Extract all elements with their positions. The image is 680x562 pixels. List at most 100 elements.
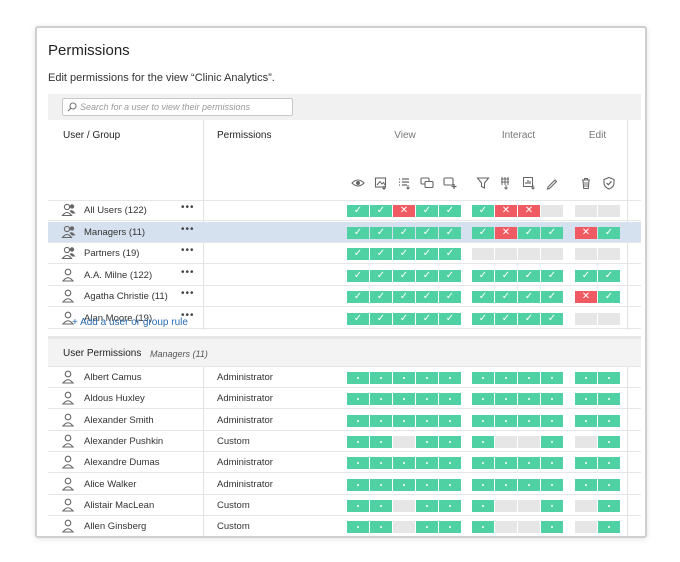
permission-cell-edit[interactable] [575, 478, 597, 491]
permission-cell-view[interactable] [347, 393, 369, 406]
permission-cell-view[interactable] [439, 478, 461, 491]
permission-cell-edit[interactable] [598, 521, 620, 534]
more-options-icon[interactable]: ••• [181, 202, 195, 213]
permission-cell-edit[interactable]: ✕ [575, 226, 597, 239]
user-permission-row[interactable]: Albert Camus Administrator [48, 367, 641, 388]
permission-cell-interact[interactable] [518, 499, 540, 512]
permission-cell-view[interactable]: ✓ [347, 205, 369, 217]
permission-cell-interact[interactable] [495, 478, 517, 491]
permission-cell-interact[interactable]: ✓ [541, 269, 563, 282]
permission-cell-interact[interactable] [518, 248, 540, 260]
permission-cell-interact[interactable]: ✓ [472, 291, 494, 303]
permission-cell-view[interactable] [416, 414, 438, 427]
permission-cell-view[interactable] [347, 499, 369, 512]
permission-cell-view[interactable]: ✓ [416, 205, 438, 217]
permission-cell-view[interactable] [347, 435, 369, 448]
permission-cell-view[interactable] [439, 435, 461, 448]
permission-cell-interact[interactable] [541, 414, 563, 427]
permission-cell-interact[interactable] [541, 457, 563, 470]
permission-cell-interact[interactable]: ✓ [541, 291, 563, 303]
permission-cell-view[interactable]: ✓ [439, 248, 461, 260]
permission-cell-view[interactable] [416, 457, 438, 470]
permission-cell-interact[interactable]: ✕ [518, 205, 540, 217]
permission-cell-view[interactable]: ✓ [416, 312, 438, 325]
permission-cell-interact[interactable] [541, 393, 563, 406]
rule-row[interactable]: Managers (11) ••• ✓ ✓ ✓ ✓ ✓ ✓ ✕ ✓ ✓ ✕ ✓ [48, 221, 641, 243]
permission-cell-interact[interactable] [472, 435, 494, 448]
permission-cell-view[interactable] [393, 499, 415, 512]
permission-cell-edit[interactable] [575, 457, 597, 470]
permission-cell-view[interactable] [393, 414, 415, 427]
permission-cell-interact[interactable]: ✓ [472, 312, 494, 325]
permission-cell-interact[interactable]: ✓ [472, 269, 494, 282]
permission-cell-view[interactable]: ✕ [393, 205, 415, 217]
permission-cell-view[interactable] [370, 372, 392, 384]
rule-row[interactable]: Agatha Christie (11) ••• ✓ ✓ ✓ ✓ ✓ ✓ ✓ ✓ ✓ ✕ ✓ [48, 286, 641, 307]
more-options-icon[interactable]: ••• [181, 309, 195, 321]
permission-cell-view[interactable] [439, 499, 461, 512]
permission-cell-view[interactable] [416, 478, 438, 491]
permission-cell-edit[interactable] [598, 372, 620, 384]
permission-cell-edit[interactable] [575, 205, 597, 217]
permission-cell-view[interactable] [347, 478, 369, 491]
permission-cell-view[interactable] [439, 372, 461, 384]
more-options-icon[interactable]: ••• [181, 245, 195, 256]
permission-cell-interact[interactable] [472, 478, 494, 491]
permission-cell-interact[interactable]: ✓ [518, 269, 540, 282]
permission-cell-interact[interactable]: ✓ [541, 312, 563, 325]
permission-cell-view[interactable] [439, 457, 461, 470]
permission-cell-edit[interactable] [575, 435, 597, 448]
permission-cell-view[interactable] [370, 435, 392, 448]
permission-cell-view[interactable] [393, 372, 415, 384]
permission-cell-view[interactable]: ✓ [393, 248, 415, 260]
more-options-icon[interactable]: ••• [181, 288, 195, 299]
permission-cell-view[interactable] [416, 435, 438, 448]
permission-cell-edit[interactable] [598, 435, 620, 448]
permission-cell-view[interactable] [393, 521, 415, 534]
permission-cell-edit[interactable] [575, 248, 597, 260]
permission-cell-view[interactable] [416, 521, 438, 534]
permission-cell-interact[interactable]: ✓ [518, 291, 540, 303]
permission-cell-view[interactable] [370, 457, 392, 470]
permission-cell-edit[interactable] [598, 205, 620, 217]
permission-cell-view[interactable]: ✓ [370, 312, 392, 325]
permission-cell-edit[interactable] [575, 372, 597, 384]
permission-cell-interact[interactable] [518, 478, 540, 491]
permission-cell-view[interactable] [347, 521, 369, 534]
user-permission-row[interactable]: Alexander Smith Administrator [48, 410, 641, 431]
permission-cell-interact[interactable]: ✓ [541, 226, 563, 239]
permission-cell-view[interactable] [370, 521, 392, 534]
user-permission-row[interactable]: Alexandre Dumas Administrator [48, 452, 641, 474]
permission-cell-interact[interactable]: ✕ [495, 205, 517, 217]
permission-cell-interact[interactable]: ✓ [472, 205, 494, 217]
permission-cell-view[interactable]: ✓ [393, 312, 415, 325]
permission-cell-view[interactable]: ✓ [439, 205, 461, 217]
permission-cell-interact[interactable] [518, 393, 540, 406]
permission-cell-interact[interactable] [495, 414, 517, 427]
permission-cell-view[interactable] [347, 457, 369, 470]
permission-cell-view[interactable] [347, 414, 369, 427]
permission-cell-interact[interactable] [472, 248, 494, 260]
permission-cell-interact[interactable] [495, 521, 517, 534]
permission-cell-interact[interactable] [472, 393, 494, 406]
permission-cell-interact[interactable] [495, 393, 517, 406]
more-options-icon[interactable]: ••• [181, 223, 195, 235]
permission-cell-view[interactable]: ✓ [393, 269, 415, 282]
add-rule-link[interactable]: + Add a user or group rule [72, 317, 188, 328]
permission-cell-interact[interactable] [472, 521, 494, 534]
permission-cell-view[interactable]: ✓ [439, 269, 461, 282]
permission-cell-view[interactable]: ✓ [347, 269, 369, 282]
permission-cell-view[interactable] [393, 435, 415, 448]
permission-cell-interact[interactable] [518, 372, 540, 384]
user-permission-row[interactable]: Allen Ginsberg Custom [48, 516, 641, 536]
permission-cell-interact[interactable] [518, 521, 540, 534]
permission-cell-edit[interactable] [575, 521, 597, 534]
permission-cell-interact[interactable] [541, 499, 563, 512]
permission-cell-view[interactable]: ✓ [347, 291, 369, 303]
permission-cell-interact[interactable] [541, 435, 563, 448]
permission-cell-interact[interactable] [495, 435, 517, 448]
permission-cell-interact[interactable] [541, 372, 563, 384]
permission-cell-view[interactable] [393, 457, 415, 470]
permission-cell-view[interactable]: ✓ [370, 291, 392, 303]
permission-cell-edit[interactable] [575, 414, 597, 427]
